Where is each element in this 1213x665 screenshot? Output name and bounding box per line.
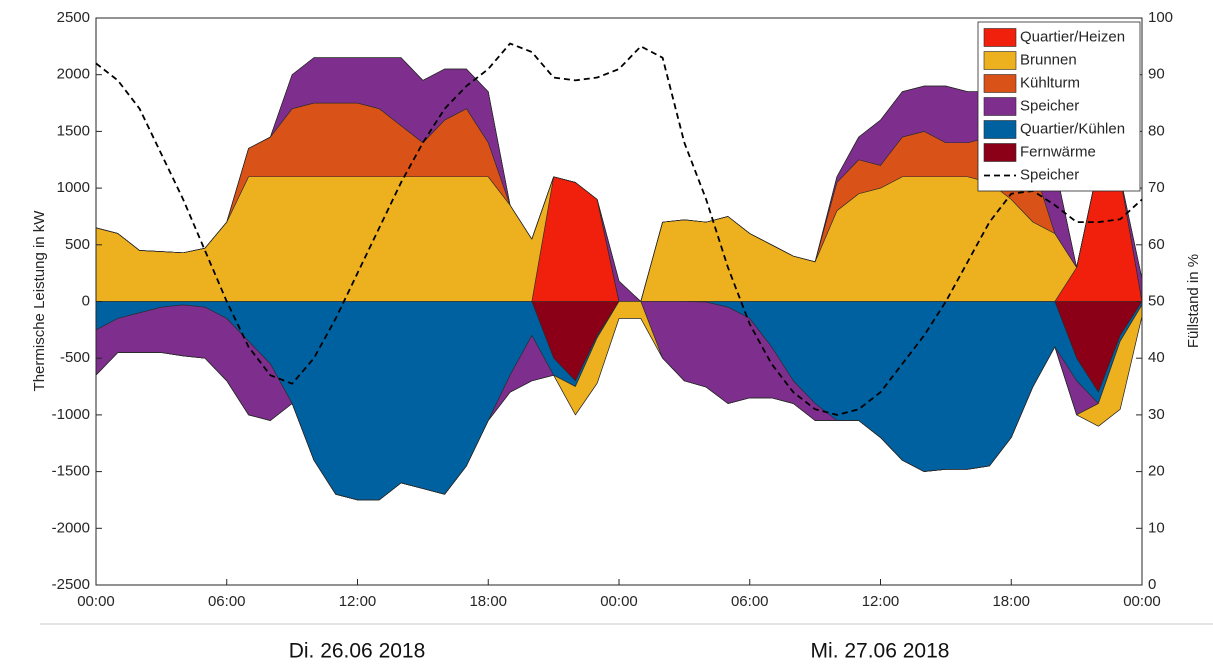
legend-swatch: [983, 143, 1017, 162]
y-tick-label: -2000: [52, 519, 90, 536]
x-tick-label: 00:00: [600, 593, 638, 610]
legend-swatch: [983, 97, 1017, 116]
legend-swatch: [983, 51, 1017, 70]
y2-tick-label: 50: [1148, 292, 1165, 309]
legend-swatch: [983, 28, 1017, 47]
legend-label: Quartier/Heizen: [1020, 28, 1125, 45]
y2-tick-label: 10: [1148, 519, 1165, 536]
legend-label: Speicher: [1020, 97, 1079, 114]
x-tick-label: 06:00: [731, 593, 769, 610]
x-tick-label: 00:00: [77, 593, 115, 610]
y-axis-title: Thermische Leistung in kW: [31, 210, 48, 392]
x-tick-label: 18:00: [992, 593, 1030, 610]
y-tick-label: -1500: [52, 463, 90, 480]
y-tick-label: 2000: [57, 66, 90, 83]
y2-tick-label: 20: [1148, 463, 1165, 480]
legend-label: Fernwärme: [1020, 143, 1096, 160]
y2-tick-label: 70: [1148, 179, 1165, 196]
y2-tick-label: 0: [1148, 576, 1156, 593]
day-label: Di. 26.06 2018: [289, 640, 426, 663]
y2-tick-label: 90: [1148, 66, 1165, 83]
y-tick-label: 2500: [57, 9, 90, 26]
day-label: Mi. 27.06 2018: [811, 640, 950, 663]
legend-swatch: [983, 74, 1017, 93]
y2-tick-label: 100: [1148, 9, 1173, 26]
y2-tick-label: 60: [1148, 236, 1165, 253]
y-tick-label: -2500: [52, 576, 90, 593]
x-tick-label: 12:00: [862, 593, 900, 610]
y-tick-label: 500: [65, 236, 90, 253]
x-tick-label: 12:00: [339, 593, 377, 610]
y-tick-label: 1500: [57, 122, 90, 139]
legend-swatch: [983, 120, 1017, 139]
y-tick-label: -1000: [52, 406, 90, 423]
legend-label: Speicher: [1020, 166, 1079, 183]
x-tick-label: 00:00: [1123, 593, 1161, 610]
y-tick-label: 0: [82, 292, 90, 309]
y2-tick-label: 30: [1148, 406, 1165, 423]
y2-axis-title: Füllstand in %: [1185, 254, 1202, 348]
y2-tick-label: 40: [1148, 349, 1165, 366]
y2-tick-label: 80: [1148, 122, 1165, 139]
y-tick-label: 1000: [57, 179, 90, 196]
legend-label: Kühlturm: [1020, 74, 1080, 91]
x-tick-label: 06:00: [208, 593, 246, 610]
line: [95, 42, 1143, 416]
y-tick-label: -500: [60, 349, 90, 366]
x-tick-label: 18:00: [469, 593, 507, 610]
legend-label: Brunnen: [1020, 51, 1077, 68]
legend-label: Quartier/Kühlen: [1020, 120, 1125, 137]
